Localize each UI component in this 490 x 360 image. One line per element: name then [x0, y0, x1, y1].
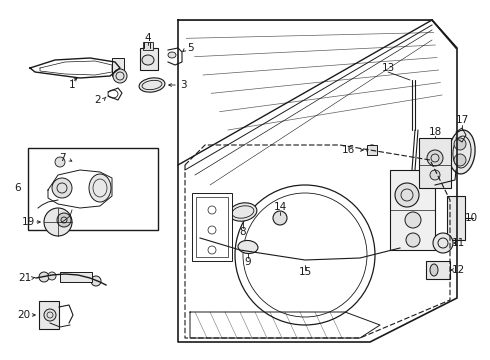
Circle shape [433, 233, 453, 253]
Text: 9: 9 [245, 257, 251, 267]
Bar [28, 148, 158, 230]
Text: 10: 10 [465, 213, 478, 223]
Circle shape [44, 208, 72, 236]
Circle shape [44, 309, 56, 321]
Text: 5: 5 [187, 43, 194, 53]
Text: 21: 21 [19, 273, 32, 283]
Ellipse shape [238, 240, 258, 253]
Text: 6: 6 [15, 183, 21, 193]
Circle shape [427, 150, 443, 166]
Circle shape [52, 178, 72, 198]
Circle shape [395, 183, 419, 207]
Bar [60, 272, 92, 282]
Text: 8: 8 [240, 227, 246, 237]
Bar [367, 145, 377, 155]
Ellipse shape [113, 69, 127, 83]
Ellipse shape [89, 174, 111, 202]
Ellipse shape [430, 264, 438, 276]
Bar [143, 42, 153, 50]
Text: 2: 2 [95, 95, 101, 105]
Ellipse shape [449, 130, 475, 174]
Circle shape [39, 272, 49, 282]
Bar [447, 196, 465, 240]
Text: 4: 4 [145, 33, 151, 43]
Ellipse shape [168, 52, 176, 58]
Text: 13: 13 [381, 63, 394, 73]
Circle shape [57, 213, 71, 227]
Text: 20: 20 [18, 310, 30, 320]
Circle shape [91, 276, 101, 286]
Ellipse shape [229, 203, 257, 221]
Bar [426, 261, 450, 279]
Text: 18: 18 [428, 127, 441, 137]
Circle shape [454, 138, 466, 150]
Circle shape [406, 233, 420, 247]
Text: 1: 1 [69, 80, 75, 90]
Circle shape [273, 211, 287, 225]
Text: 3: 3 [180, 80, 186, 90]
Bar [196, 197, 228, 257]
Text: 7: 7 [59, 153, 65, 163]
Text: 15: 15 [298, 267, 312, 277]
Text: 17: 17 [455, 115, 468, 125]
Ellipse shape [139, 78, 165, 92]
Bar [112, 58, 124, 76]
Ellipse shape [142, 55, 154, 65]
Circle shape [405, 212, 421, 228]
Bar [419, 138, 451, 188]
Circle shape [367, 145, 377, 155]
Text: 16: 16 [342, 145, 355, 155]
Circle shape [48, 272, 56, 280]
Circle shape [430, 170, 440, 180]
Text: 19: 19 [22, 217, 35, 227]
Bar [39, 301, 59, 329]
Circle shape [55, 157, 65, 167]
Text: 12: 12 [451, 265, 465, 275]
Text: 11: 11 [451, 238, 465, 248]
Bar [390, 170, 435, 250]
Bar [192, 193, 232, 261]
Text: 14: 14 [273, 202, 287, 212]
Circle shape [454, 154, 466, 166]
Bar [140, 48, 158, 70]
